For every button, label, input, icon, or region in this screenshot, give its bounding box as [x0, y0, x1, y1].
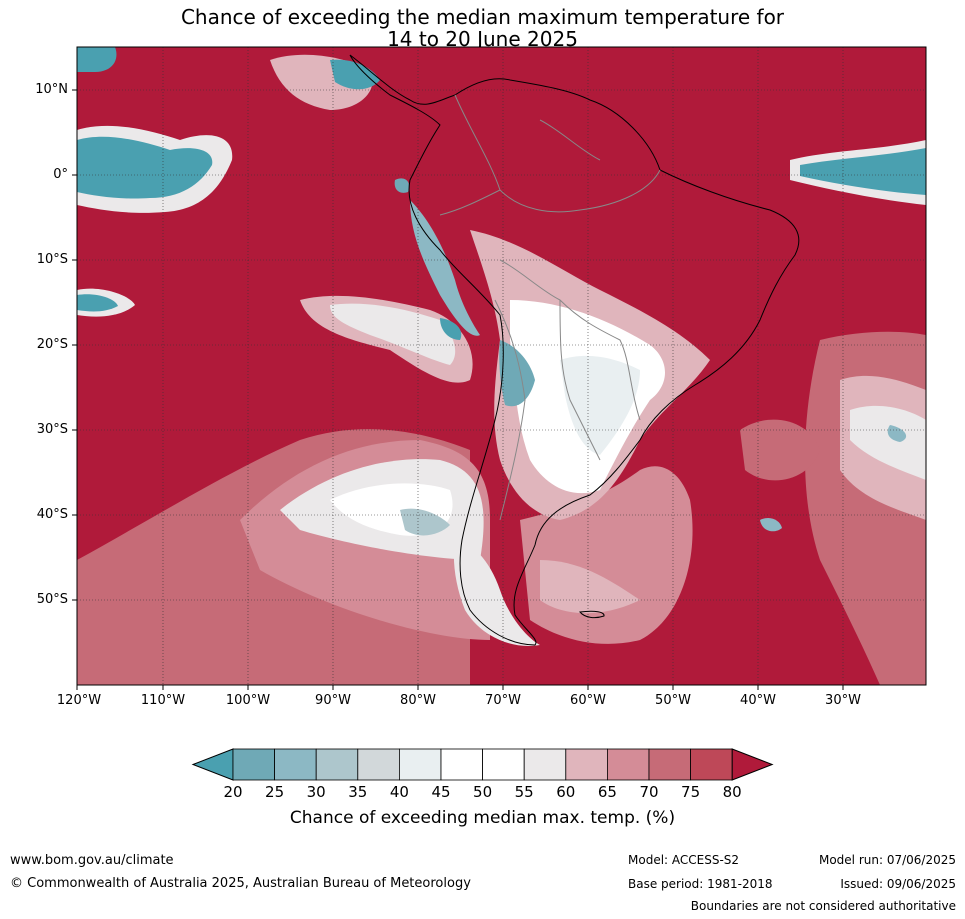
map-field — [77, 47, 926, 685]
lon-label-120w: 120°W — [56, 693, 102, 708]
lat-label-0: 0° — [53, 167, 68, 182]
colorbar — [191, 748, 774, 781]
map-title-line1: Chance of exceeding the median maximum t… — [180, 5, 785, 29]
colorbar-segment — [357, 748, 400, 781]
colorbar-segment — [690, 748, 733, 781]
colorbar-segment — [648, 748, 691, 781]
colorbar-extend-high — [731, 748, 774, 781]
lat-label-50s: 50°S — [36, 592, 68, 607]
colorbar-segment — [315, 748, 359, 781]
lon-label-70w: 70°W — [485, 693, 521, 708]
graticule — [77, 47, 926, 685]
lon-label-80w: 80°W — [400, 693, 436, 708]
lat-label-20s: 20°S — [36, 337, 68, 352]
colorbar-tick-label: 60 — [556, 783, 576, 801]
footer-url: www.bom.gov.au/climate — [10, 853, 174, 868]
colorbar-tick-label: 75 — [681, 783, 701, 801]
colorbar-segment — [398, 748, 442, 781]
lat-label-10n: 10°N — [35, 82, 68, 97]
colorbar-tick-label: 40 — [389, 783, 409, 801]
lon-label-90w: 90°W — [315, 693, 351, 708]
colorbar-tick-label: 65 — [597, 783, 617, 801]
lon-label-60w: 60°W — [570, 693, 606, 708]
lon-label-50w: 50°W — [655, 693, 691, 708]
lon-label-110w: 110°W — [140, 693, 186, 708]
country-borders — [439, 94, 661, 521]
colorbar-tick-label: 25 — [265, 783, 285, 801]
colorbar-extend-low — [191, 748, 234, 781]
map-title-line2: 14 to 20 June 2025 — [387, 27, 578, 51]
colorbar-tick-label: 45 — [431, 783, 451, 801]
colorbar-tick-label: 35 — [348, 783, 368, 801]
lat-label-40s: 40°S — [36, 507, 68, 522]
colorbar-segment — [565, 748, 608, 781]
lat-label-30s: 30°S — [36, 422, 68, 437]
footer-copyright: © Commonwealth of Australia 2025, Austra… — [10, 876, 471, 891]
colorbar-tick-label: 80 — [722, 783, 742, 801]
colorbar-segment — [440, 748, 483, 781]
colorbar-tick-label: 50 — [473, 783, 493, 801]
colorbar-tick-label: 70 — [639, 783, 659, 801]
lat-label-10s: 10°S — [36, 252, 68, 267]
map-frame — [76, 46, 927, 686]
footer-disclaimer: Boundaries are not considered authoritat… — [690, 899, 956, 913]
colorbar-segment — [523, 748, 567, 781]
axis-ticks — [72, 89, 844, 690]
colorbar-tick-label: 55 — [514, 783, 534, 801]
colorbar-segment — [232, 748, 275, 781]
colorbar-title: Chance of exceeding median max. temp. (%… — [289, 808, 676, 828]
colorbar-tick-label: 20 — [223, 783, 243, 801]
footer-model: Model: ACCESS-S2 — [628, 853, 740, 867]
colorbar-segment — [607, 748, 650, 781]
colorbar-segment — [274, 748, 317, 781]
footer-base-period: Base period: 1981-2018 — [628, 877, 773, 891]
colorbar-tick-label: 30 — [306, 783, 326, 801]
footer-model-run: Model run: 07/06/2025 — [818, 853, 956, 867]
lon-label-40w: 40°W — [740, 693, 776, 708]
coastline — [349, 54, 800, 646]
footer-issued: Issued: 09/06/2025 — [840, 877, 956, 891]
colorbar-segment — [482, 748, 525, 781]
lon-label-30w: 30°W — [825, 693, 861, 708]
lon-label-100w: 100°W — [225, 693, 271, 708]
